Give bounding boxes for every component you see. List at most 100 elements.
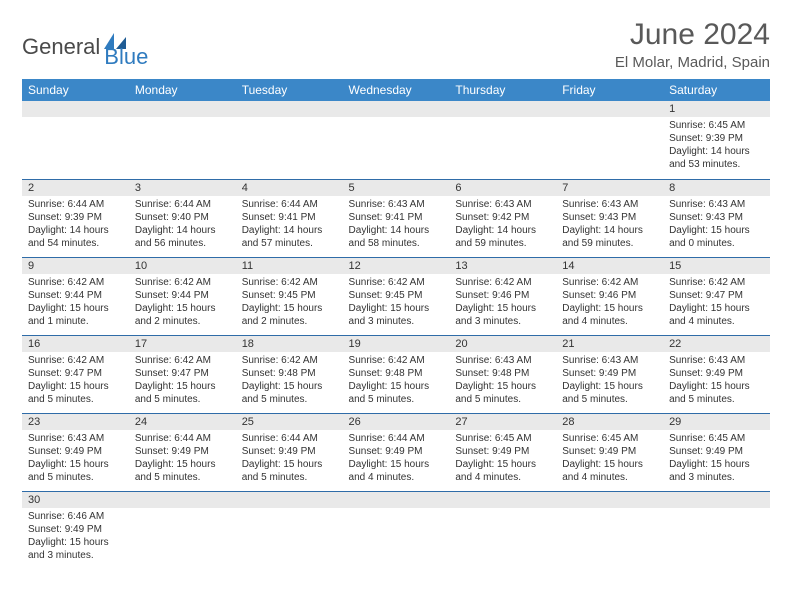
calendar-week-row: 2Sunrise: 6:44 AMSunset: 9:39 PMDaylight… [22,179,770,257]
calendar-day-cell: 14Sunrise: 6:42 AMSunset: 9:46 PMDayligh… [556,257,663,335]
logo-text-general: General [22,34,100,60]
day-details: Sunrise: 6:43 AMSunset: 9:48 PMDaylight:… [449,352,556,410]
day-number [449,492,556,508]
daylight-text: Daylight: 15 hours and 4 minutes. [455,458,550,484]
day-details [556,117,663,123]
daylight-text: Daylight: 15 hours and 3 minutes. [669,458,764,484]
daylight-text: Daylight: 15 hours and 3 minutes. [28,536,123,562]
daylight-text: Daylight: 15 hours and 5 minutes. [28,458,123,484]
sunrise-text: Sunrise: 6:42 AM [455,276,550,289]
calendar-day-cell: 18Sunrise: 6:42 AMSunset: 9:48 PMDayligh… [236,335,343,413]
daylight-text: Daylight: 14 hours and 57 minutes. [242,224,337,250]
day-details: Sunrise: 6:44 AMSunset: 9:41 PMDaylight:… [236,196,343,254]
calendar-day-cell: 19Sunrise: 6:42 AMSunset: 9:48 PMDayligh… [343,335,450,413]
calendar-day-cell: 27Sunrise: 6:45 AMSunset: 9:49 PMDayligh… [449,413,556,491]
day-number: 15 [663,258,770,274]
day-number [449,101,556,117]
day-number: 20 [449,336,556,352]
sunset-text: Sunset: 9:41 PM [349,211,444,224]
day-details: Sunrise: 6:43 AMSunset: 9:43 PMDaylight:… [556,196,663,254]
day-number [343,101,450,117]
day-details: Sunrise: 6:42 AMSunset: 9:45 PMDaylight:… [343,274,450,332]
day-number [556,492,663,508]
day-number: 13 [449,258,556,274]
sunrise-text: Sunrise: 6:42 AM [242,276,337,289]
daylight-text: Daylight: 15 hours and 3 minutes. [349,302,444,328]
day-details [129,508,236,514]
sunset-text: Sunset: 9:47 PM [669,289,764,302]
daylight-text: Daylight: 15 hours and 3 minutes. [455,302,550,328]
day-details: Sunrise: 6:43 AMSunset: 9:49 PMDaylight:… [556,352,663,410]
day-details: Sunrise: 6:44 AMSunset: 9:49 PMDaylight:… [343,430,450,488]
day-details: Sunrise: 6:44 AMSunset: 9:39 PMDaylight:… [22,196,129,254]
day-number: 14 [556,258,663,274]
calendar-week-row: 23Sunrise: 6:43 AMSunset: 9:49 PMDayligh… [22,413,770,491]
day-details: Sunrise: 6:42 AMSunset: 9:47 PMDaylight:… [22,352,129,410]
day-details: Sunrise: 6:43 AMSunset: 9:49 PMDaylight:… [663,352,770,410]
sunrise-text: Sunrise: 6:45 AM [669,119,764,132]
sunset-text: Sunset: 9:49 PM [28,523,123,536]
sunset-text: Sunset: 9:47 PM [28,367,123,380]
calendar-day-cell [556,491,663,569]
title-block: June 2024 El Molar, Madrid, Spain [615,18,770,71]
sunset-text: Sunset: 9:49 PM [242,445,337,458]
calendar-day-cell: 9Sunrise: 6:42 AMSunset: 9:44 PMDaylight… [22,257,129,335]
calendar-day-cell: 30Sunrise: 6:46 AMSunset: 9:49 PMDayligh… [22,491,129,569]
day-number: 25 [236,414,343,430]
sunset-text: Sunset: 9:46 PM [455,289,550,302]
day-number: 8 [663,180,770,196]
day-details: Sunrise: 6:42 AMSunset: 9:47 PMDaylight:… [663,274,770,332]
sunrise-text: Sunrise: 6:43 AM [455,354,550,367]
calendar-day-cell [556,101,663,179]
calendar-day-cell: 20Sunrise: 6:43 AMSunset: 9:48 PMDayligh… [449,335,556,413]
calendar-week-row: 9Sunrise: 6:42 AMSunset: 9:44 PMDaylight… [22,257,770,335]
day-number [343,492,450,508]
daylight-text: Daylight: 14 hours and 59 minutes. [562,224,657,250]
weekday-header: Thursday [449,79,556,101]
daylight-text: Daylight: 15 hours and 4 minutes. [349,458,444,484]
day-number: 29 [663,414,770,430]
sunset-text: Sunset: 9:43 PM [669,211,764,224]
day-details: Sunrise: 6:45 AMSunset: 9:49 PMDaylight:… [556,430,663,488]
calendar-day-cell: 8Sunrise: 6:43 AMSunset: 9:43 PMDaylight… [663,179,770,257]
daylight-text: Daylight: 15 hours and 5 minutes. [242,380,337,406]
sunrise-text: Sunrise: 6:42 AM [28,276,123,289]
calendar-day-cell: 16Sunrise: 6:42 AMSunset: 9:47 PMDayligh… [22,335,129,413]
sunset-text: Sunset: 9:49 PM [28,445,123,458]
day-number: 21 [556,336,663,352]
day-details [343,117,450,123]
day-number [236,101,343,117]
calendar-day-cell: 2Sunrise: 6:44 AMSunset: 9:39 PMDaylight… [22,179,129,257]
weekday-header: Wednesday [343,79,450,101]
day-details: Sunrise: 6:42 AMSunset: 9:44 PMDaylight:… [22,274,129,332]
sunrise-text: Sunrise: 6:44 AM [242,432,337,445]
weekday-header: Monday [129,79,236,101]
calendar-day-cell: 15Sunrise: 6:42 AMSunset: 9:47 PMDayligh… [663,257,770,335]
daylight-text: Daylight: 14 hours and 58 minutes. [349,224,444,250]
sunset-text: Sunset: 9:43 PM [562,211,657,224]
sunset-text: Sunset: 9:42 PM [455,211,550,224]
calendar-day-cell: 6Sunrise: 6:43 AMSunset: 9:42 PMDaylight… [449,179,556,257]
day-number: 24 [129,414,236,430]
calendar-day-cell [449,491,556,569]
day-number: 3 [129,180,236,196]
sunrise-text: Sunrise: 6:44 AM [242,198,337,211]
sunrise-text: Sunrise: 6:44 AM [28,198,123,211]
month-title: June 2024 [615,18,770,52]
day-details: Sunrise: 6:42 AMSunset: 9:46 PMDaylight:… [449,274,556,332]
sunrise-text: Sunrise: 6:46 AM [28,510,123,523]
sunset-text: Sunset: 9:49 PM [455,445,550,458]
sunset-text: Sunset: 9:48 PM [455,367,550,380]
sunrise-text: Sunrise: 6:45 AM [669,432,764,445]
day-number: 26 [343,414,450,430]
calendar-day-cell: 28Sunrise: 6:45 AMSunset: 9:49 PMDayligh… [556,413,663,491]
day-details: Sunrise: 6:45 AMSunset: 9:49 PMDaylight:… [663,430,770,488]
sunrise-text: Sunrise: 6:44 AM [135,198,230,211]
daylight-text: Daylight: 14 hours and 56 minutes. [135,224,230,250]
calendar-day-cell: 29Sunrise: 6:45 AMSunset: 9:49 PMDayligh… [663,413,770,491]
sunset-text: Sunset: 9:49 PM [135,445,230,458]
day-details: Sunrise: 6:42 AMSunset: 9:48 PMDaylight:… [343,352,450,410]
daylight-text: Daylight: 15 hours and 1 minute. [28,302,123,328]
calendar-day-cell [663,491,770,569]
day-details [449,508,556,514]
